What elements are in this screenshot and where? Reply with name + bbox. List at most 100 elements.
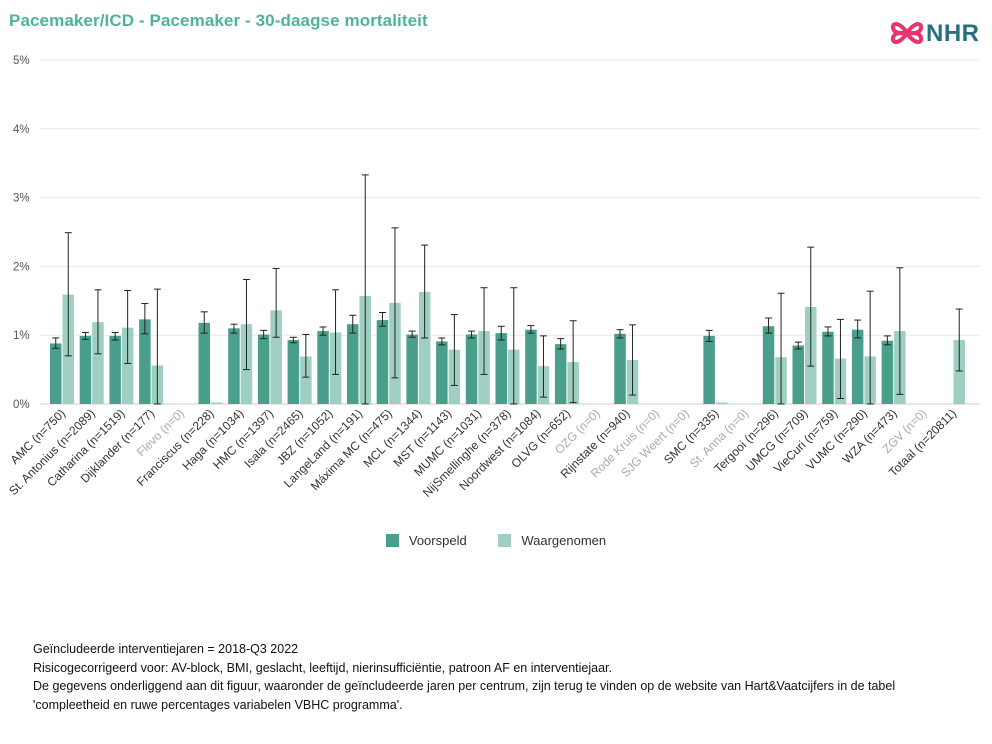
error-bar-waargenomen-dijklander	[153, 288, 161, 405]
bar-voorspeld-haga	[228, 328, 240, 404]
error-bar-voorspeld-vumc	[854, 319, 862, 339]
legend-label-waargenomen: Waargenomen	[521, 533, 607, 548]
error-bar-waargenomen-jbz	[332, 289, 340, 375]
error-bar-voorspeld-mst	[438, 337, 446, 346]
bar-voorspeld-franciscus	[198, 322, 210, 404]
error-bar-waargenomen-totaal	[955, 308, 963, 372]
legend-item-voorspeld: Voorspeld	[385, 533, 467, 548]
y-tick-label: 2%	[13, 261, 30, 273]
error-bar-voorspeld-viecuri	[824, 326, 832, 337]
bar-voorspeld-langeland	[347, 324, 359, 404]
bar-chart: 0%1%2%3%4%5% AMC (n=750)St. Antonius (n=…	[6, 55, 980, 500]
error-bar-voorspeld-nijsmellinghe	[497, 325, 505, 341]
error-bar-voorspeld-langeland	[349, 314, 357, 334]
error-bar-voorspeld-olvg	[557, 338, 565, 350]
bar-waargenomen-smc	[715, 402, 728, 404]
error-bar-waargenomen-haga	[242, 278, 250, 371]
error-bar-voorspeld-amc	[52, 337, 60, 349]
bar-waargenomen-isala	[300, 356, 312, 404]
bar-voorspeld-nijsmellinghe	[495, 333, 507, 404]
legend-swatch-waargenomen	[498, 534, 512, 547]
error-bar-voorspeld-smc	[705, 329, 713, 342]
y-tick-label: 1%	[13, 330, 30, 342]
error-bar-voorspeld-isala	[289, 336, 297, 344]
error-bar-waargenomen-isala	[302, 334, 310, 378]
error-bar-voorspeld-jbz	[319, 326, 327, 336]
chart-legend: Voorspeld Waargenomen	[0, 533, 992, 550]
legend-item-waargenomen: Waargenomen	[498, 533, 606, 548]
logo-text: NHR	[926, 20, 980, 47]
bar-voorspeld-mst	[436, 341, 448, 404]
bar-voorspeld-smc	[703, 335, 715, 404]
bar-voorspeld-dijklander	[139, 319, 151, 404]
error-bar-voorspeld-mcl	[408, 330, 416, 338]
error-bar-waargenomen-rijnstate	[629, 324, 637, 396]
bar-waargenomen-totaal	[953, 340, 965, 404]
error-bar-voorspeld-haga	[230, 323, 238, 334]
error-bar-voorspeld-umcg	[794, 341, 802, 350]
error-bar-voorspeld-mumc	[468, 330, 476, 339]
error-bar-waargenomen-wza	[896, 267, 904, 395]
error-bar-waargenomen-m-xima-mc	[391, 227, 399, 379]
footnote-source-table: 'compleetheid en ruwe percentages variab…	[33, 697, 403, 712]
y-tick-label: 5%	[13, 55, 30, 67]
nhr-logo: NHR	[890, 16, 986, 56]
error-bar-waargenomen-mcl	[421, 244, 429, 339]
chart-title: Pacemaker/ICD - Pacemaker - 30-daagse mo…	[9, 11, 428, 30]
error-bar-voorspeld-hmc	[260, 329, 268, 340]
error-bar-waargenomen-mst	[450, 314, 458, 386]
bar-voorspeld-hmc	[257, 334, 270, 404]
bar-voorspeld-wza	[881, 340, 894, 404]
error-bar-waargenomen-tergooi	[777, 292, 785, 405]
bar-voorspeld-viecuri	[822, 331, 834, 404]
bar-voorspeld-olvg	[554, 344, 567, 404]
bar-voorspeld-noordwest	[525, 329, 537, 404]
y-tick-label: 3%	[13, 193, 30, 205]
y-tick-label: 0%	[13, 399, 30, 411]
error-bar-voorspeld-dijklander	[141, 303, 149, 335]
error-bar-voorspeld-m-xima-mc	[378, 311, 386, 327]
bar-voorspeld-m-xima-mc	[376, 320, 389, 404]
bar-voorspeld-catharina	[109, 335, 121, 404]
bar-voorspeld-mcl	[406, 334, 418, 404]
legend-swatch-voorspeld	[385, 534, 399, 547]
error-bar-waargenomen-noordwest	[539, 335, 547, 398]
error-bar-waargenomen-umcg	[807, 246, 815, 367]
bar-voorspeld-umcg	[792, 345, 804, 404]
error-bar-waargenomen-hmc	[272, 267, 280, 338]
error-bar-waargenomen-olvg	[569, 320, 577, 404]
bar-voorspeld-jbz	[317, 331, 329, 404]
bar-waargenomen-franciscus	[211, 402, 223, 404]
error-bar-waargenomen-langeland	[361, 174, 369, 405]
bar-voorspeld-rijnstate	[614, 333, 626, 404]
bar-voorspeld-amc	[50, 343, 62, 404]
footnote-years: Geïncludeerde interventiejaren = 2018-Q3…	[33, 642, 299, 656]
error-bar-waargenomen-viecuri	[836, 318, 844, 399]
error-bar-waargenomen-mumc	[480, 287, 488, 375]
error-bar-waargenomen-amc	[64, 232, 72, 357]
error-bar-voorspeld-franciscus	[200, 311, 208, 334]
error-bar-voorspeld-catharina	[111, 331, 119, 341]
legend-label-voorspeld: Voorspeld	[408, 533, 467, 548]
error-bar-voorspeld-tergooi	[765, 317, 773, 334]
y-tick-label: 4%	[13, 124, 30, 136]
bar-voorspeld-st-antonius	[79, 335, 92, 404]
error-bar-voorspeld-st-antonius	[81, 331, 89, 340]
error-bar-voorspeld-noordwest	[527, 325, 535, 334]
bar-voorspeld-mumc	[465, 334, 478, 404]
error-bar-waargenomen-vumc	[866, 290, 874, 405]
bar-waargenomen-hmc	[270, 310, 282, 404]
error-bar-voorspeld-wza	[883, 335, 891, 346]
bar-voorspeld-tergooi	[762, 326, 775, 404]
bar-voorspeld-isala	[287, 340, 300, 404]
bar-voorspeld-vumc	[851, 329, 864, 404]
bar-waargenomen-catharina	[121, 327, 134, 404]
error-bar-waargenomen-st-antonius	[94, 289, 102, 355]
footnotes: Geïncludeerde interventiejaren = 2018-Q3…	[33, 640, 973, 714]
footnote-source: De gegevens onderliggend aan dit figuur,…	[33, 679, 896, 693]
error-bar-waargenomen-nijsmellinghe	[510, 287, 518, 405]
nhr-knot-icon	[890, 22, 924, 44]
error-bar-voorspeld-rijnstate	[616, 329, 624, 339]
footnote-risk-adjustment: Risicogecorrigeerd voor: AV-block, BMI, …	[33, 660, 613, 675]
bar-waargenomen-st-antonius	[92, 322, 104, 404]
